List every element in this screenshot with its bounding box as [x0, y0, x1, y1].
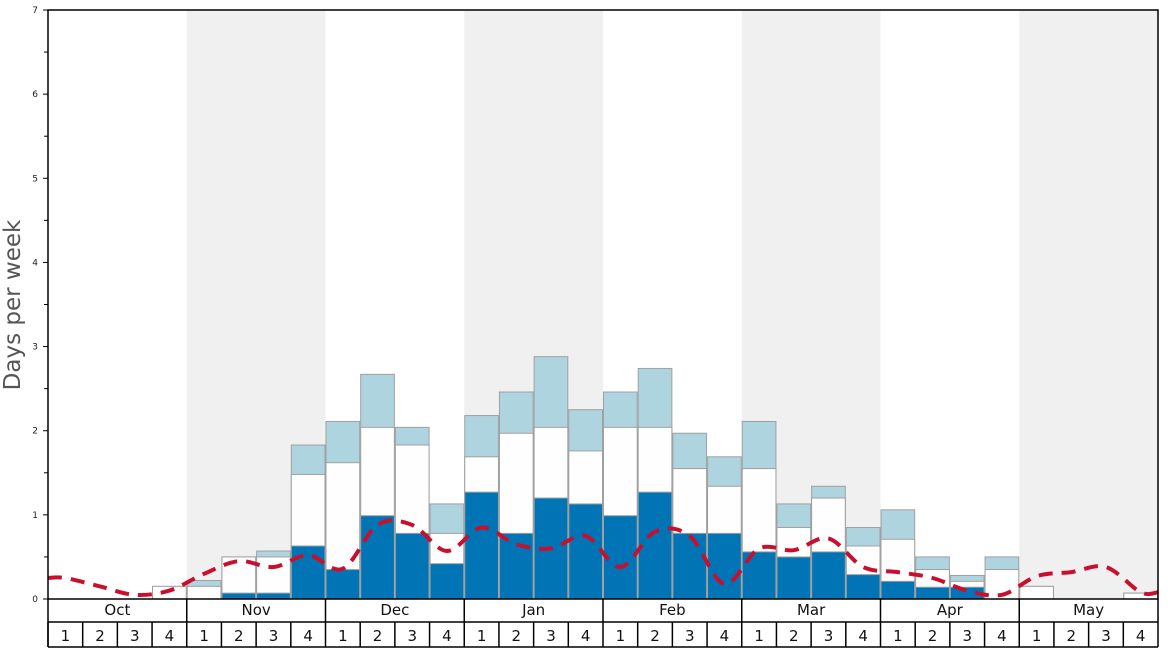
- week-label-dec-3: 3: [407, 627, 417, 645]
- dark-bar-25: [880, 580, 916, 600]
- y-axis-label: Days per week: [0, 219, 26, 390]
- y-tick-label-7: 7: [32, 6, 38, 16]
- week-label-may-4: 4: [1136, 627, 1146, 645]
- y-tick-label-5: 5: [32, 174, 38, 184]
- week-label-feb-1: 1: [616, 627, 626, 645]
- week-label-mar-3: 3: [824, 627, 834, 645]
- dark-bar-24: [845, 574, 881, 600]
- dark-bar-11: [394, 532, 430, 600]
- week-label-jan-1: 1: [477, 627, 487, 645]
- week-label-nov-2: 2: [234, 627, 244, 645]
- month-label-apr: Apr: [937, 601, 964, 619]
- dark-bar-22: [776, 556, 812, 600]
- month-label-jan: Jan: [521, 601, 545, 619]
- week-label-feb-3: 3: [685, 627, 695, 645]
- week-label-jan-4: 4: [581, 627, 591, 645]
- week-label-may-1: 1: [1032, 627, 1042, 645]
- week-label-oct-4: 4: [165, 627, 175, 645]
- month-label-dec: Dec: [380, 601, 409, 619]
- dark-bar-6: [221, 592, 257, 600]
- month-label-feb: Feb: [659, 601, 686, 619]
- week-label-feb-2: 2: [650, 627, 660, 645]
- dark-bar-9: [325, 569, 361, 600]
- bars-group: [152, 356, 1158, 600]
- week-label-oct-2: 2: [95, 627, 105, 645]
- mid-bar-29: [1019, 585, 1054, 600]
- week-label-oct-1: 1: [61, 627, 71, 645]
- week-label-nov-1: 1: [199, 627, 209, 645]
- month-label-may: May: [1073, 601, 1104, 619]
- month-label-mar: Mar: [797, 601, 826, 619]
- mid-bar-4: [152, 585, 187, 600]
- week-label-feb-4: 4: [720, 627, 730, 645]
- dark-bar-16: [568, 503, 603, 600]
- week-label-dec-2: 2: [373, 627, 383, 645]
- week-label-jan-2: 2: [512, 627, 522, 645]
- month-bands: [186, 10, 1158, 599]
- week-label-mar-4: 4: [858, 627, 868, 645]
- week-label-jan-3: 3: [546, 627, 556, 645]
- dark-bar-7: [256, 592, 291, 600]
- dashed-line-group: [47, 518, 1159, 598]
- y-tick-label-2: 2: [32, 427, 38, 437]
- dark-bar-10: [360, 515, 395, 600]
- week-label-may-2: 2: [1067, 627, 1077, 645]
- week-label-mar-1: 1: [754, 627, 764, 645]
- week-label-may-3: 3: [1101, 627, 1111, 645]
- week-label-nov-3: 3: [269, 627, 279, 645]
- week-label-oct-3: 3: [130, 627, 140, 645]
- dark-bar-26: [915, 586, 950, 600]
- month-label-oct: Oct: [104, 601, 130, 619]
- dashed-trend-line: [47, 518, 1159, 598]
- week-label-nov-4: 4: [303, 627, 313, 645]
- month-label-nov: Nov: [241, 601, 270, 619]
- mid-bar-5: [186, 585, 222, 600]
- y-tick-label-4: 4: [32, 258, 38, 268]
- week-label-apr-2: 2: [928, 627, 938, 645]
- week-label-dec-4: 4: [442, 627, 452, 645]
- dark-bar-13: [464, 491, 499, 600]
- dark-bar-19: [672, 532, 708, 600]
- week-label-apr-1: 1: [893, 627, 903, 645]
- mid-bar-7: [256, 556, 291, 600]
- y-tick-label-6: 6: [32, 90, 38, 100]
- dark-bar-8: [290, 545, 326, 600]
- week-label-dec-1: 1: [338, 627, 348, 645]
- y-tick-label-1: 1: [32, 511, 38, 521]
- dark-bar-23: [811, 551, 846, 600]
- axes-group: 0 1 2 3 4 5 6 7 Oct 1 2 3 4 Nov 1 2 3 4 Dec 1 2 3 4 Jan 1 2 3 4 Feb 1…: [32, 6, 1159, 648]
- y-tick-label-0: 0: [32, 595, 38, 605]
- week-label-mar-2: 2: [789, 627, 799, 645]
- month-band-may: [1019, 10, 1158, 599]
- dark-bar-20: [707, 532, 742, 600]
- dark-bar-12: [429, 563, 465, 600]
- week-label-apr-4: 4: [997, 627, 1007, 645]
- dark-bar-14: [498, 532, 534, 600]
- week-label-apr-3: 3: [962, 627, 972, 645]
- y-tick-label-3: 3: [32, 343, 38, 353]
